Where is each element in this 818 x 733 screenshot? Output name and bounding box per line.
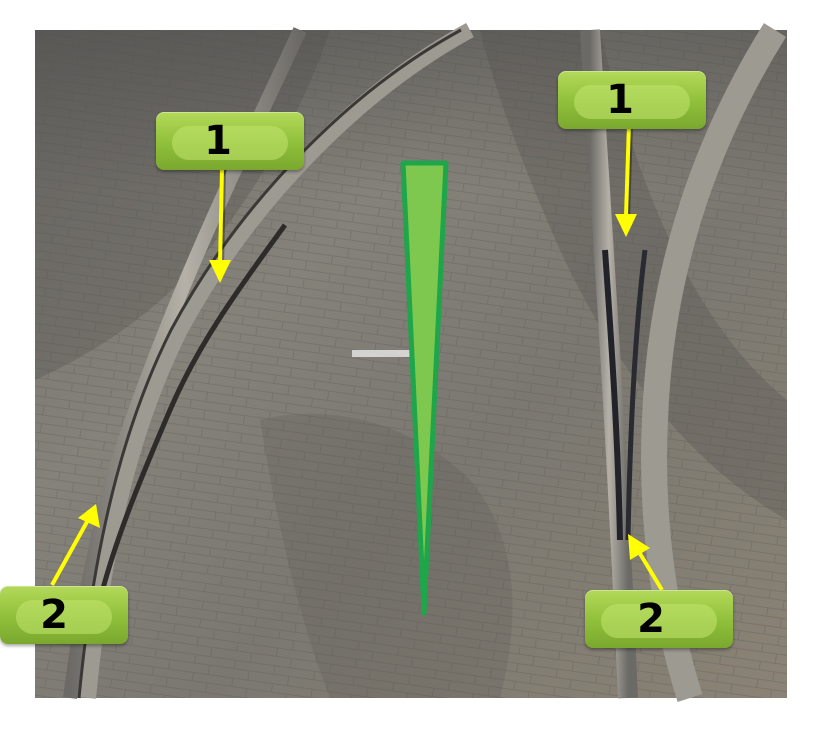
callout-number: 2 xyxy=(637,596,665,642)
callout-label-1: 1 xyxy=(156,112,304,170)
callout-label-1: 1 xyxy=(558,71,706,129)
pavement-marker xyxy=(352,350,410,357)
left-rail-groove xyxy=(77,28,462,699)
arrow-icon xyxy=(615,122,637,237)
callout-label-2: 2 xyxy=(585,590,733,648)
right-switch-blade xyxy=(625,249,648,541)
callout-number: 1 xyxy=(606,77,634,123)
arrow-icon xyxy=(628,534,664,592)
left-switch-blade xyxy=(97,223,288,601)
shadow-band xyxy=(260,413,513,698)
wedge-icon xyxy=(400,160,449,616)
callout-label-2: 2 xyxy=(0,586,128,644)
left-rail-curve xyxy=(80,22,474,699)
callout-number: 1 xyxy=(204,118,232,164)
arrow-icon xyxy=(50,504,100,586)
right-switch-blade xyxy=(602,249,623,541)
arrow-icon xyxy=(209,167,231,283)
callout-number: 2 xyxy=(40,592,68,638)
